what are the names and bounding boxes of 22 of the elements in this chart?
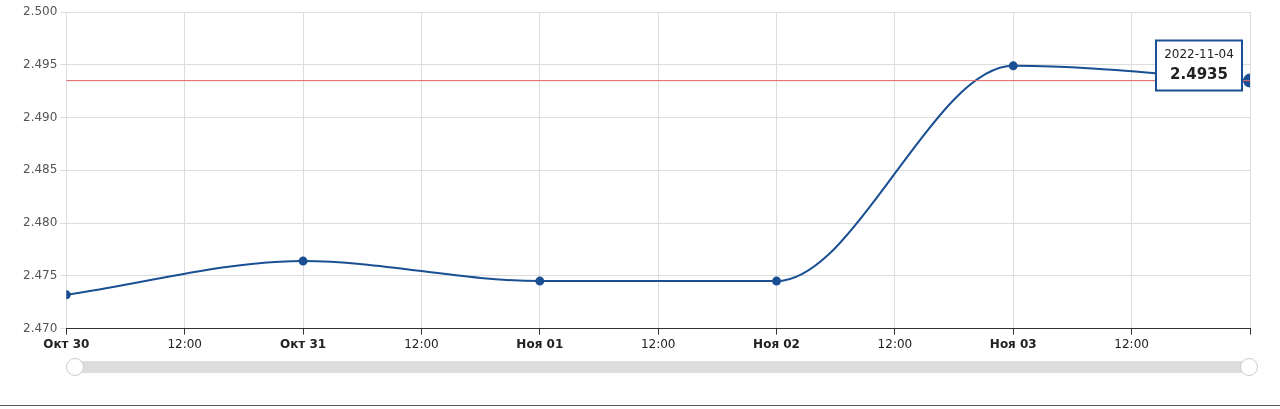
x-tick-label: Ноя 03: [989, 336, 1037, 351]
y-tick-label: 2.475: [22, 267, 58, 282]
point: [772, 276, 782, 286]
x-tick-label: 12:00: [640, 336, 676, 351]
x-tick-label: 12:00: [404, 336, 439, 351]
y-tick-label: 2.470: [22, 320, 58, 335]
x-tick-label: Окт 30: [43, 336, 90, 351]
point: [298, 256, 308, 266]
point: [535, 276, 545, 286]
x-tick-label: 12:00: [877, 336, 913, 351]
point: [1008, 61, 1018, 71]
x-tick-label: 12:00: [167, 336, 203, 351]
y-tick-label: 2.490: [22, 109, 58, 124]
y-tick-label: 2.480: [22, 215, 58, 230]
y-tick-label: 2.500: [22, 4, 58, 19]
x-tick-label: Ноя 01: [516, 336, 564, 351]
y-tick-label: 2.485: [22, 162, 58, 177]
x-tick-label: Ноя 02: [753, 336, 800, 351]
x-tick-label: Окт 31: [279, 336, 327, 351]
annotation: 2022-11-04 2.4935: [1164, 46, 1234, 84]
y-tick-label: 2.495: [22, 56, 58, 71]
x-tick-label: 12:00: [1114, 336, 1149, 351]
